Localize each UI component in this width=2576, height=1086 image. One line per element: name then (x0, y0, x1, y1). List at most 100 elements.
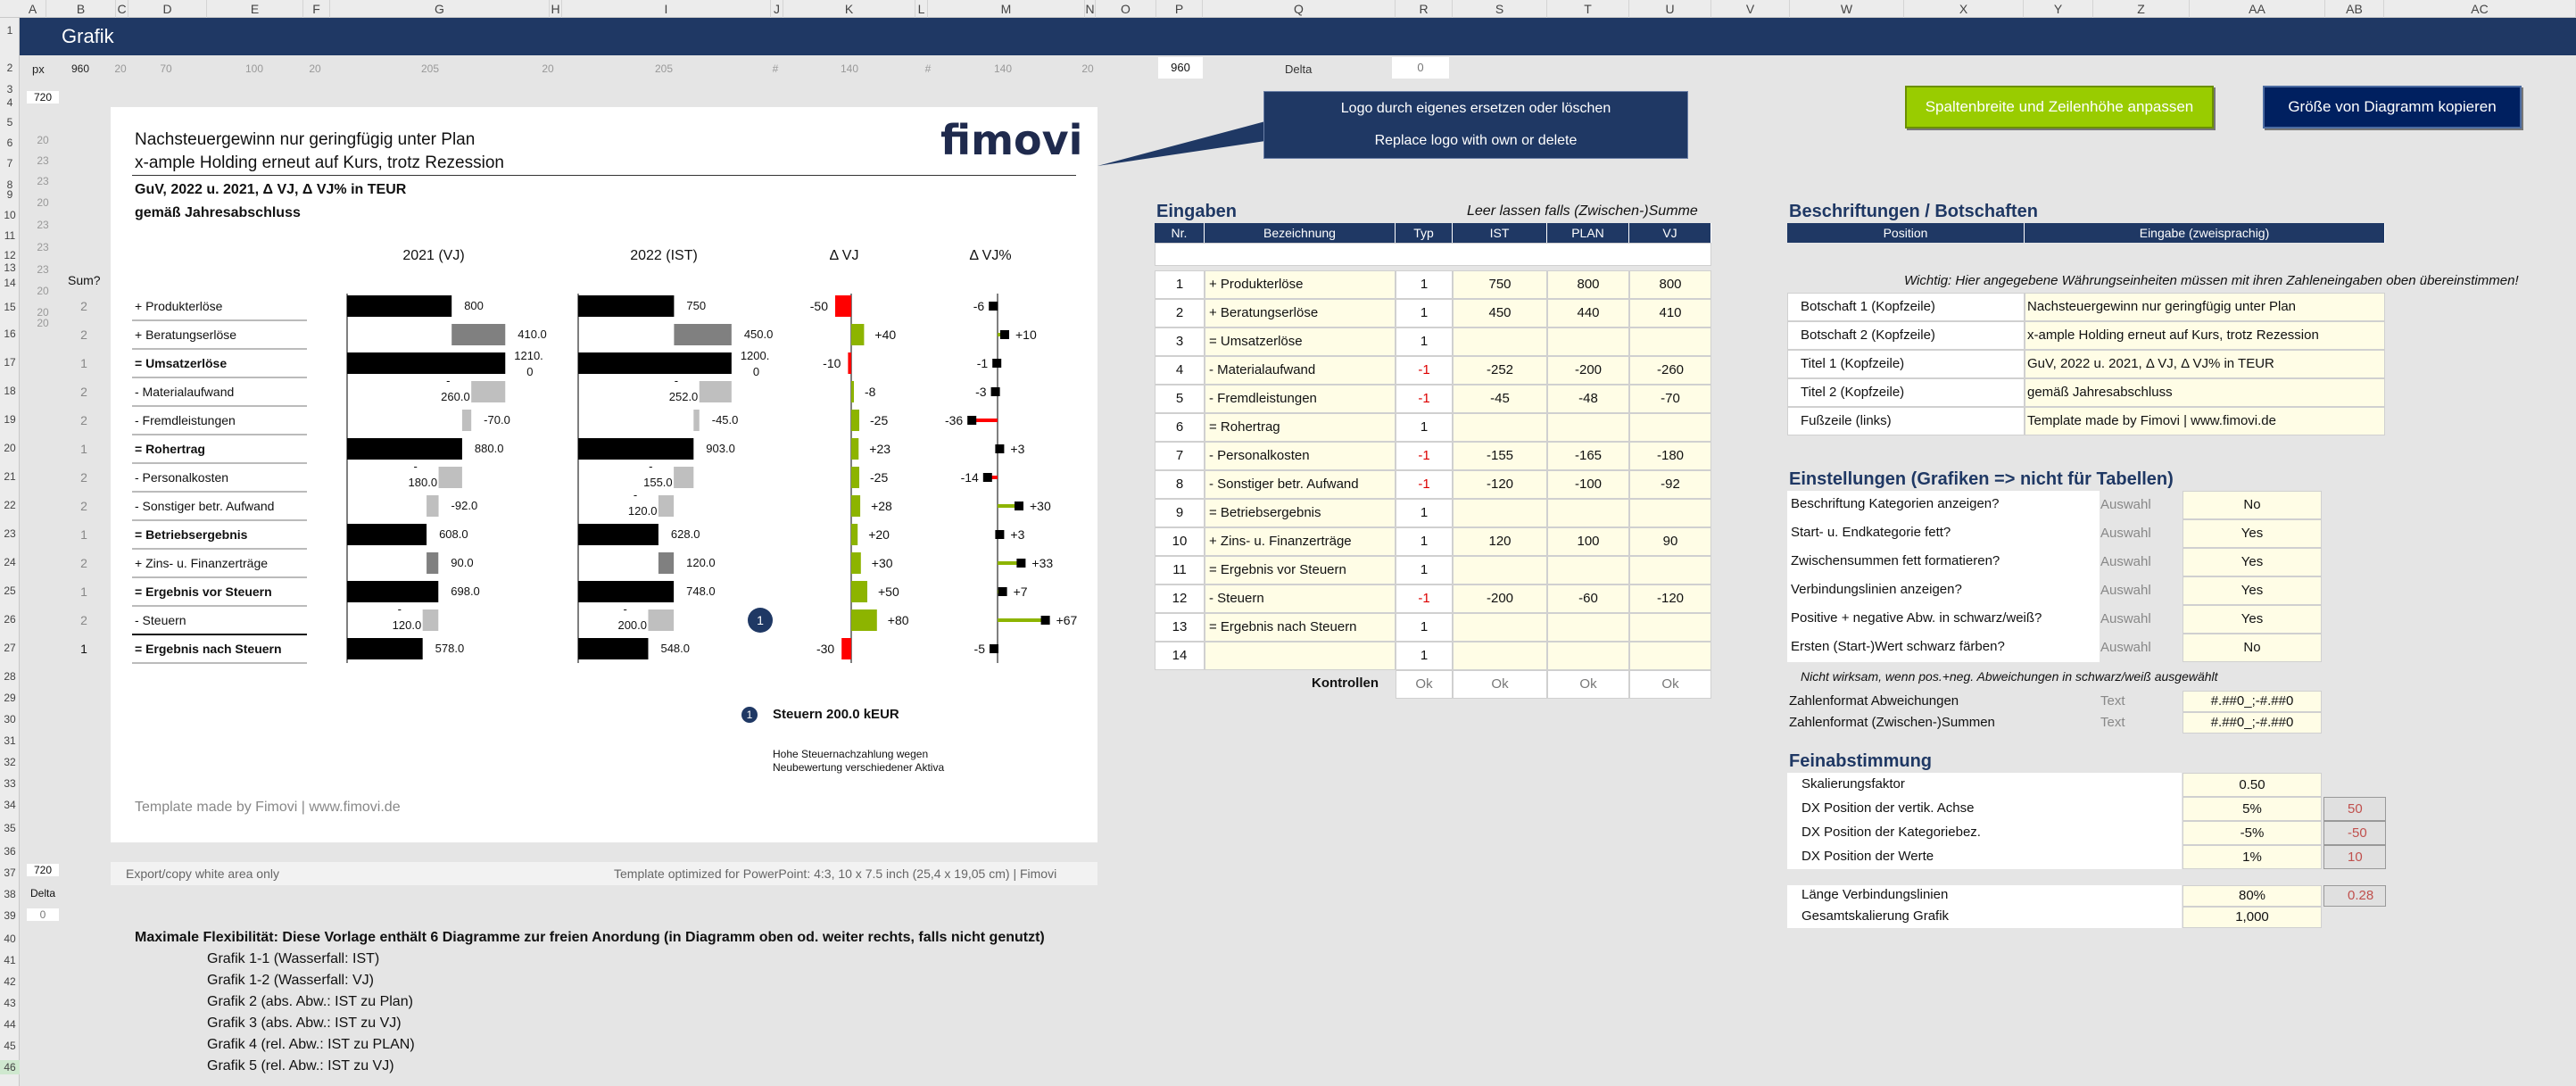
column-header-B[interactable]: B (46, 0, 116, 18)
px-value-7[interactable]: 205 (655, 62, 674, 75)
row-header-27[interactable]: 27 (4, 642, 16, 654)
inputs-cell-13-2[interactable]: 1 (1396, 642, 1453, 670)
inputs-cell-9-3[interactable]: 120 (1453, 527, 1547, 556)
column-header-Y[interactable]: Y (2024, 0, 2093, 18)
row-header-7[interactable]: 7 (6, 157, 13, 170)
copy-size-button[interactable]: Größe von Diagramm kopieren (2263, 86, 2522, 128)
inputs-cell-11-5[interactable]: -120 (1629, 584, 1711, 613)
sum-helper-9[interactable]: 20 (37, 317, 49, 329)
inputs-cell-0-1[interactable]: + Produkterlöse (1205, 270, 1396, 299)
row-header-24[interactable]: 24 (4, 556, 16, 568)
inputs-cell-5-4[interactable] (1547, 413, 1629, 442)
row-header-3[interactable]: 3 (6, 83, 13, 95)
fine2-value-0[interactable]: 80% (2183, 885, 2322, 907)
column-header-AC[interactable]: AC (2384, 0, 2576, 18)
inputs-cell-10-2[interactable]: 1 (1396, 556, 1453, 584)
sum-helper-8[interactable]: 20 (37, 306, 49, 319)
row-header-37[interactable]: 37 (4, 866, 16, 879)
inputs-cell-5-5[interactable] (1629, 413, 1711, 442)
inputs-cell-1-3[interactable]: 450 (1453, 299, 1547, 327)
inputs-cell-12-1[interactable]: = Ergebnis nach Steuern (1205, 613, 1396, 642)
inputs-cell-3-3[interactable]: -252 (1453, 356, 1547, 385)
px-value-0[interactable]: 960 (71, 62, 90, 75)
format-value-0[interactable]: #.##0_;-#.##0 (2183, 691, 2322, 712)
inputs-cell-4-2[interactable]: -1 (1396, 385, 1453, 413)
px-value-3[interactable]: 100 (245, 62, 264, 75)
inputs-cell-10-1[interactable]: = Ergebnis vor Steuern (1205, 556, 1396, 584)
inputs-cell-6-1[interactable]: - Personalkosten (1205, 442, 1396, 470)
row-header-20[interactable]: 20 (4, 442, 16, 454)
row-header-4[interactable]: 4 (6, 96, 13, 109)
column-header-AA[interactable]: AA (2190, 0, 2325, 18)
inputs-cell-2-4[interactable] (1547, 327, 1629, 356)
column-header-I[interactable]: I (562, 0, 771, 18)
settings-value-4[interactable]: Yes (2183, 605, 2322, 634)
sum-helper-4[interactable]: 23 (37, 219, 49, 231)
column-header-J[interactable]: J (771, 0, 783, 18)
inputs-cell-7-5[interactable]: -92 (1629, 470, 1711, 499)
fine-value-1[interactable]: 5% (2183, 797, 2322, 821)
inputs-cell-4-3[interactable]: -45 (1453, 385, 1547, 413)
inputs-cell-1-5[interactable]: 410 (1629, 299, 1711, 327)
px-value-4[interactable]: 20 (309, 62, 321, 75)
row-header-46[interactable]: 46 (0, 1060, 20, 1074)
row-header-17[interactable]: 17 (4, 356, 16, 369)
column-header-AB[interactable]: AB (2325, 0, 2384, 18)
inputs-cell-1-1[interactable]: + Beratungserlöse (1205, 299, 1396, 327)
inputs-cell-9-5[interactable]: 90 (1629, 527, 1711, 556)
row-header-30[interactable]: 30 (4, 713, 16, 725)
settings-value-3[interactable]: Yes (2183, 576, 2322, 605)
inputs-cell-7-4[interactable]: -100 (1547, 470, 1629, 499)
row-header-10[interactable]: 10 (4, 209, 16, 221)
settings-value-5[interactable]: No (2183, 634, 2322, 662)
sum-helper-3[interactable]: 20 (37, 196, 49, 209)
column-header-C[interactable]: C (116, 0, 128, 18)
fine-value-2[interactable]: -5% (2183, 821, 2322, 845)
row-header-6[interactable]: 6 (6, 137, 13, 149)
labels-input-2[interactable]: GuV, 2022 u. 2021, Δ VJ, Δ VJ% in TEUR (2025, 350, 2385, 378)
column-header-T[interactable]: T (1547, 0, 1629, 18)
fine2-value-1[interactable]: 1,000 (2183, 907, 2322, 928)
inputs-cell-6-5[interactable]: -180 (1629, 442, 1711, 470)
inputs-cell-6-4[interactable]: -165 (1547, 442, 1629, 470)
row-header-33[interactable]: 33 (4, 777, 16, 790)
row-header-41[interactable]: 41 (4, 954, 16, 966)
row-header-26[interactable]: 26 (4, 613, 16, 626)
inputs-cell-12-4[interactable] (1547, 613, 1629, 642)
row-header-23[interactable]: 23 (4, 527, 16, 540)
inputs-cell-8-1[interactable]: = Betriebsergebnis (1205, 499, 1396, 527)
labels-input-4[interactable]: Template made by Fimovi | www.fimovi.de (2025, 407, 2385, 435)
inputs-cell-0-5[interactable]: 800 (1629, 270, 1711, 299)
inputs-cell-0-4[interactable]: 800 (1547, 270, 1629, 299)
labels-input-0[interactable]: Nachsteuergewinn nur geringfügig unter P… (2025, 293, 2385, 321)
settings-value-0[interactable]: No (2183, 491, 2322, 519)
inputs-cell-6-3[interactable]: -155 (1453, 442, 1547, 470)
inputs-cell-5-3[interactable] (1453, 413, 1547, 442)
sum-helper-1[interactable]: 23 (37, 154, 49, 167)
inputs-cell-4-1[interactable]: - Fremdleistungen (1205, 385, 1396, 413)
inputs-cell-10-5[interactable] (1629, 556, 1711, 584)
row-header-39[interactable]: 39 (4, 909, 16, 922)
inputs-cell-5-1[interactable]: = Rohertrag (1205, 413, 1396, 442)
px-value-1[interactable]: 20 (114, 62, 127, 75)
row-header-21[interactable]: 21 (4, 470, 16, 483)
inputs-cell-7-2[interactable]: -1 (1396, 470, 1453, 499)
inputs-cell-9-4[interactable]: 100 (1547, 527, 1629, 556)
row-header-16[interactable]: 16 (4, 327, 16, 340)
px-value-6[interactable]: 20 (542, 62, 554, 75)
px-value-2[interactable]: 70 (160, 62, 172, 75)
column-header-S[interactable]: S (1453, 0, 1547, 18)
row-header-15[interactable]: 15 (4, 301, 16, 313)
row-header-18[interactable]: 18 (4, 385, 16, 397)
inputs-cell-13-1[interactable] (1205, 642, 1396, 670)
inputs-cell-2-3[interactable] (1453, 327, 1547, 356)
row-header-8[interactable]: 8 (6, 178, 13, 191)
column-header-U[interactable]: U (1629, 0, 1711, 18)
inputs-cell-12-3[interactable] (1453, 613, 1547, 642)
inputs-cell-9-1[interactable]: + Zins- u. Finanzerträge (1205, 527, 1396, 556)
format-value-1[interactable]: #.##0_;-#.##0 (2183, 712, 2322, 734)
column-header-K[interactable]: K (783, 0, 915, 18)
inputs-cell-3-4[interactable]: -200 (1547, 356, 1629, 385)
inputs-cell-13-3[interactable] (1453, 642, 1547, 670)
inputs-cell-12-5[interactable] (1629, 613, 1711, 642)
